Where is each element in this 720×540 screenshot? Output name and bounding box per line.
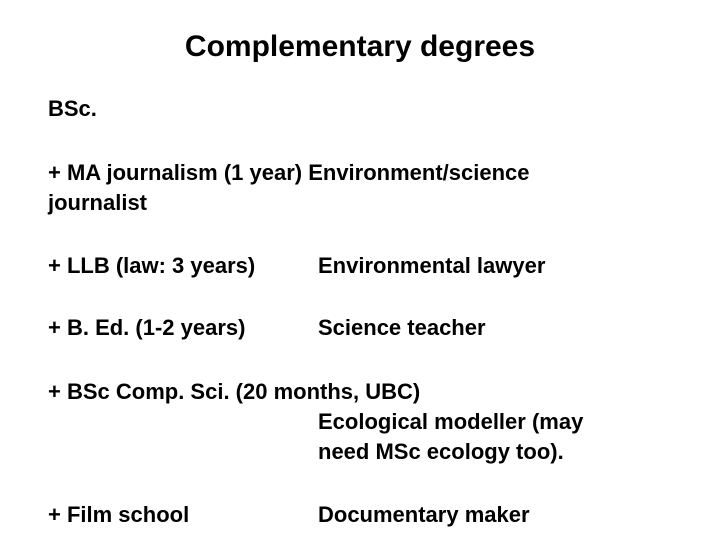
degree-row-compsci: + BSc Comp. Sci. (20 months, UBC) Ecolog… <box>48 377 672 466</box>
degree-name: + LLB (law: 3 years) <box>48 253 318 279</box>
degree-name: + B. Ed. (1-2 years) <box>48 315 318 341</box>
career-outcome-line2: need MSc ecology too). <box>48 437 672 467</box>
degree-row-film: + Film school Documentary maker <box>48 502 672 528</box>
career-outcome: Environmental lawyer <box>318 253 672 279</box>
degree-name: + BSc Comp. Sci. (20 months, UBC) <box>48 377 672 407</box>
career-outcome-line1: Ecological modeller (may <box>48 407 672 437</box>
degree-row-bed: + B. Ed. (1-2 years) Science teacher <box>48 315 672 341</box>
base-degree-label: BSc. <box>48 96 672 122</box>
degree-name: + Film school <box>48 502 318 528</box>
degree-text: + MA journalism (1 year) Environment/sci… <box>48 160 530 185</box>
career-outcome: Science teacher <box>318 315 672 341</box>
degree-text-cont: journalist <box>48 190 147 215</box>
degree-row-llb: + LLB (law: 3 years) Environmental lawye… <box>48 253 672 279</box>
degree-row-journalism: + MA journalism (1 year) Environment/sci… <box>48 158 672 217</box>
slide-title: Complementary degrees <box>48 30 672 64</box>
career-outcome: Documentary maker <box>318 502 672 528</box>
